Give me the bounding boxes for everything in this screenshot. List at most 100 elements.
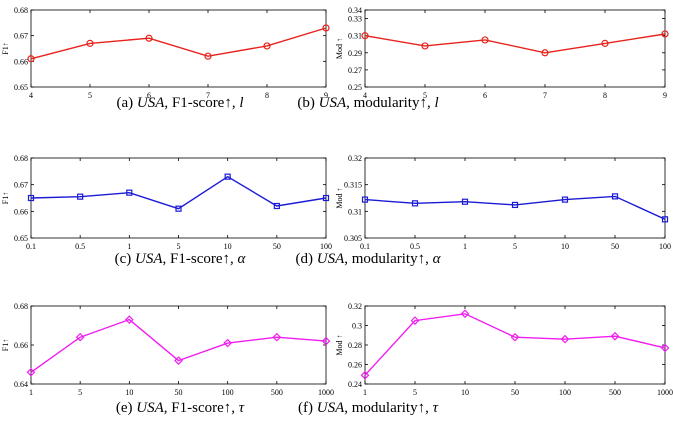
x-tick-label: 10	[224, 242, 232, 251]
plot-frame	[364, 9, 666, 88]
chart-panel-c: 0.65 0.66 0.67 0.68 0.1 0.5 1 5 10 50 100 F1↑ (c) US…	[1, 154, 332, 267]
data-point	[224, 173, 231, 180]
data-point	[660, 343, 670, 353]
y-tick-label: 0.65	[14, 83, 28, 92]
series-line	[30, 27, 327, 60]
x-tick-label: 4	[363, 91, 367, 100]
panel-caption: (c) USA, F1-score↑, α	[115, 251, 247, 267]
series-line	[30, 175, 327, 210]
series-line	[30, 318, 327, 373]
y-tick-label: 0.64	[14, 380, 28, 389]
y-tick-label: 0.29	[348, 49, 362, 58]
plot-frame	[364, 305, 666, 385]
data-point	[26, 367, 36, 377]
x-tick-label: 50	[611, 242, 619, 251]
y-axis-label: F1↑	[1, 42, 10, 54]
data-point	[510, 332, 520, 342]
series-line	[364, 33, 666, 54]
y-axis-label: F1↑	[1, 339, 10, 351]
y-axis-label: Mod ↑	[335, 187, 344, 208]
x-tick-label: 100	[559, 388, 571, 397]
y-axis-label: Mod ↑	[335, 334, 344, 355]
y-tick-label: 0.68	[14, 154, 28, 163]
x-tick-label: 50	[175, 388, 183, 397]
data-point	[611, 193, 619, 200]
data-point	[174, 356, 183, 365]
data-point	[421, 42, 429, 50]
series-line	[364, 195, 666, 220]
y-tick-label: 0.25	[348, 83, 362, 92]
x-tick-label: 1000	[318, 388, 334, 397]
data-point	[511, 201, 519, 209]
chart-panel-f: 0.24 0.26 0.28 0.3 0.32 1 5 10 50 100 500 1000 Mod ↑…	[298, 302, 673, 416]
x-tick-label: 100	[222, 388, 234, 397]
data-point	[27, 194, 35, 202]
x-tick-label: 10	[561, 242, 569, 251]
y-axis-label: F1↑	[1, 192, 10, 204]
y-tick-label: 0.67	[14, 32, 28, 41]
data-point	[86, 39, 94, 47]
y-axis-label: Mod ↑	[335, 38, 344, 59]
x-tick-label: 7	[543, 91, 547, 100]
x-tick-label: 4	[29, 91, 33, 100]
data-point	[75, 332, 85, 342]
chart-panel-a: 0.65 0.66 0.67 0.68 4 5 6 7 8 9 F1↑ (a) USA, F1-sco…	[1, 6, 330, 111]
data-point	[561, 196, 569, 203]
x-tick-label: 0.5	[75, 242, 85, 251]
y-tick-label: 0.66	[14, 57, 28, 66]
y-tick-label: 0.32	[348, 302, 362, 311]
data-point	[360, 370, 370, 380]
x-tick-label: 50	[273, 242, 281, 251]
plot-frame	[30, 157, 327, 239]
x-tick-label: 100	[659, 242, 671, 251]
chart-panel-e: 0.64 0.66 0.68 1 5 10 50 100 500 1000 F1↑ (e) USA, …	[1, 302, 334, 416]
y-tick-label: 0.33	[348, 15, 362, 24]
data-point	[610, 331, 620, 341]
panel-caption: (a) USA, F1-score↑, l	[116, 95, 243, 111]
x-tick-label: 5	[513, 242, 517, 251]
x-tick-label: 9	[663, 91, 667, 100]
y-tick-label: 0.32	[348, 154, 362, 163]
y-tick-label: 0.31	[348, 32, 362, 41]
y-tick-label: 0.28	[348, 341, 362, 350]
data-point	[272, 332, 282, 342]
data-point	[322, 194, 330, 202]
data-point	[204, 52, 212, 60]
data-point	[661, 216, 669, 223]
y-tick-label: 0.67	[14, 181, 28, 190]
x-tick-label: 0.1	[26, 242, 36, 251]
y-tick-label: 0.68	[14, 302, 28, 311]
x-tick-label: 1	[127, 242, 131, 251]
panel-caption: (b) USA, modularity↑, l	[297, 95, 438, 111]
plot-frame	[30, 9, 327, 88]
x-tick-label: 8	[265, 91, 269, 100]
y-tick-label: 0.68	[14, 6, 28, 15]
data-point	[541, 49, 549, 57]
y-tick-label: 0.65	[14, 234, 28, 243]
y-tick-label: 0.26	[348, 361, 362, 370]
x-tick-label: 50	[511, 388, 519, 397]
data-point	[273, 202, 280, 210]
y-tick-label: 0.305	[344, 234, 362, 243]
x-tick-label: 0.5	[410, 242, 420, 251]
y-tick-label: 0.24	[348, 380, 362, 389]
data-point	[461, 198, 469, 205]
data-point	[361, 32, 369, 40]
x-tick-label: 10	[125, 388, 133, 397]
data-point	[481, 36, 489, 44]
x-tick-label: 7	[206, 91, 210, 100]
y-tick-label: 0.34	[348, 6, 362, 15]
data-point	[410, 316, 420, 325]
data-point	[411, 200, 419, 207]
x-tick-label: 1000	[657, 388, 673, 397]
x-tick-label: 9	[324, 91, 328, 100]
x-tick-label: 500	[609, 388, 621, 397]
x-tick-label: 5	[413, 388, 417, 397]
y-tick-label: 0.3	[352, 322, 362, 331]
y-tick-label: 0.66	[14, 341, 28, 350]
data-point	[661, 30, 669, 38]
data-point	[460, 309, 470, 319]
y-tick-label: 0.31	[348, 207, 362, 216]
panel-caption: (f) USA, modularity↑, τ	[298, 400, 439, 416]
chart-panel-b: 0.25 0.27 0.29 0.31 0.330.34 4 5 6 7 8 9 Mod ↑ (b) U…	[297, 6, 669, 111]
